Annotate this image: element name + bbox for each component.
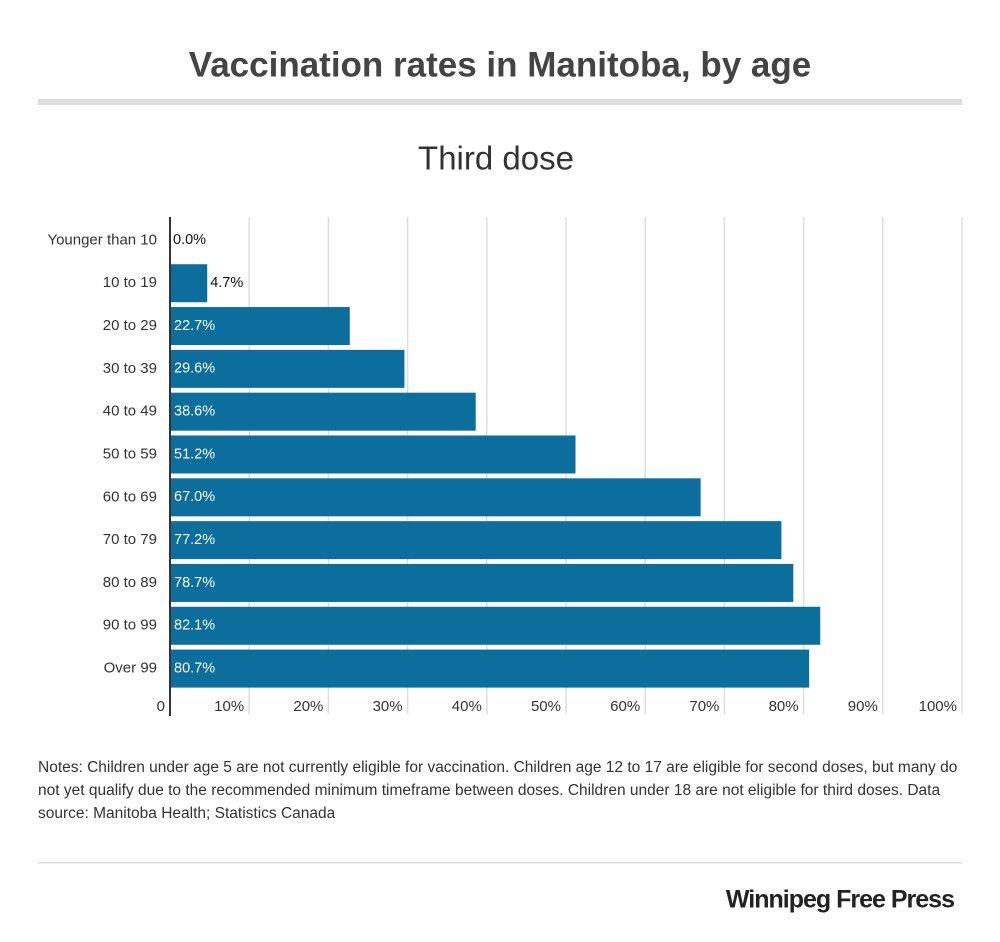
bar	[170, 435, 576, 474]
y-tick-label: 40 to 49	[103, 403, 157, 420]
bar	[170, 392, 476, 431]
bar	[170, 606, 821, 645]
y-tick-label: 50 to 59	[103, 445, 157, 462]
value-label: 80.7%	[174, 660, 215, 676]
chart-subtitle: Third dose	[418, 140, 574, 177]
title-rule	[38, 99, 962, 105]
source-logo: Winnipeg Free Press	[726, 886, 954, 914]
value-label: 67.0%	[174, 489, 215, 505]
footer-rule	[38, 862, 962, 864]
x-tick-label: 80%	[769, 698, 799, 715]
y-tick-label: Over 99	[104, 660, 157, 677]
chart-title: Vaccination rates in Manitoba, by age	[189, 45, 811, 84]
value-label: 0.0%	[173, 232, 206, 248]
x-tick-label: 30%	[373, 698, 403, 715]
y-tick-label: 20 to 29	[103, 317, 157, 334]
y-tick-label: 90 to 99	[103, 617, 157, 634]
x-tick-label: 0	[157, 698, 165, 715]
bar	[170, 649, 810, 688]
bar	[170, 521, 782, 560]
y-tick-label: 70 to 79	[103, 531, 157, 548]
value-label: 77.2%	[174, 532, 215, 548]
y-tick-label: 80 to 89	[103, 574, 157, 591]
x-tick-label: 60%	[610, 698, 640, 715]
bar	[170, 307, 350, 346]
bar	[170, 349, 405, 388]
value-label: 4.7%	[210, 275, 243, 291]
x-tick-label: 100%	[919, 698, 957, 715]
y-tick-label: 30 to 39	[103, 360, 157, 377]
notes: Notes: Children under age 5 are not curr…	[38, 759, 958, 822]
value-label: 78.7%	[174, 575, 215, 591]
x-tick-label: 10%	[214, 698, 244, 715]
x-tick-label: 40%	[452, 698, 482, 715]
value-label: 22.7%	[174, 318, 215, 334]
x-tick-label: 20%	[293, 698, 323, 715]
bar	[170, 563, 794, 602]
bar	[170, 264, 208, 303]
y-tick-label: 10 to 19	[103, 274, 157, 291]
x-tick-label: 70%	[689, 698, 719, 715]
x-tick-label: 90%	[848, 698, 878, 715]
y-tick-label: Younger than 10	[47, 231, 157, 248]
value-label: 29.6%	[174, 361, 215, 377]
bar	[170, 478, 701, 517]
value-label: 82.1%	[174, 618, 215, 634]
x-tick-label: 50%	[531, 698, 561, 715]
value-label: 38.6%	[174, 404, 215, 420]
y-tick-label: 60 to 69	[103, 488, 157, 505]
value-label: 51.2%	[174, 446, 215, 462]
